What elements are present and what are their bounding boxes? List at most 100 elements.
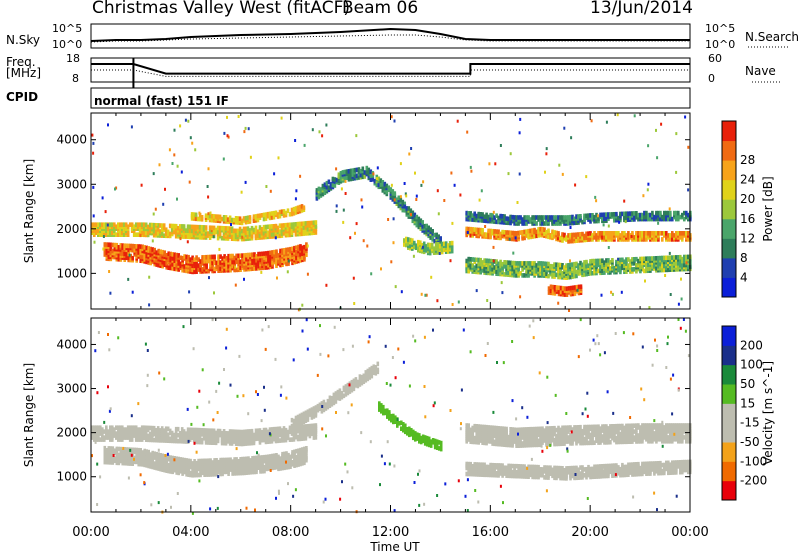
power-cell: [108, 270, 111, 273]
power-cell: [639, 256, 642, 262]
power-cell: [495, 259, 498, 264]
velocity-cell: [143, 460, 146, 466]
velocity-cell: [294, 415, 298, 421]
power-cell: [240, 190, 243, 194]
velocity-cell: [233, 457, 236, 462]
power-cell: [643, 214, 646, 220]
power-cell: [473, 215, 476, 221]
power-cell: [575, 284, 579, 290]
power-cell: [288, 226, 292, 232]
power-cell: [413, 212, 417, 218]
velocity-cell: [297, 462, 300, 467]
power-cell: [539, 215, 542, 220]
power-cell: [563, 237, 566, 241]
power-cell: [363, 170, 367, 175]
power-cell: [294, 228, 298, 233]
velocity-cell: [209, 458, 212, 463]
power-cell: [581, 219, 584, 225]
power-cell: [173, 252, 176, 257]
power-cell: [527, 273, 530, 278]
velocity-cell: [224, 431, 228, 436]
velocity-cell: [154, 437, 158, 443]
power-cell: [306, 244, 309, 248]
power-cell: [673, 233, 676, 238]
power-cell: [569, 262, 572, 268]
power-cell: [663, 214, 666, 220]
power-cell: [601, 231, 604, 236]
power-cell: [469, 165, 472, 169]
velocity-cell: [186, 433, 190, 438]
velocity-cell: [231, 467, 234, 472]
velocity-cell: [186, 427, 190, 432]
power-cell: [537, 227, 540, 232]
power-cell: [467, 260, 470, 266]
velocity-cell: [208, 432, 212, 437]
power-cell: [531, 265, 534, 270]
power-cell: [160, 223, 164, 228]
velocity-cell: [125, 447, 128, 452]
power-cell: [436, 242, 440, 247]
power-cell: [134, 232, 138, 237]
power-cell: [176, 226, 180, 231]
velocity-cell: [388, 410, 391, 415]
power-cell: [240, 218, 244, 224]
velocity-cell: [95, 425, 98, 430]
power-cell: [262, 224, 266, 230]
velocity-cell: [174, 438, 178, 444]
power-cell: [623, 211, 626, 217]
power-cell: [344, 192, 347, 195]
power-cell: [299, 244, 302, 249]
power-cell: [216, 235, 220, 241]
power-cell: [568, 309, 570, 312]
power-cell: [499, 231, 502, 237]
power-cell: [229, 253, 232, 259]
power-cell: [218, 247, 221, 251]
velocity-cell: [222, 429, 226, 434]
power-cell: [561, 238, 564, 243]
power-cell: [125, 243, 128, 249]
power-cell: [152, 172, 155, 176]
velocity-cell: [260, 435, 264, 441]
power-cell: [519, 271, 522, 276]
power-cell: [537, 261, 540, 266]
velocity-cell: [109, 431, 112, 436]
power-cell: [203, 255, 206, 260]
velocity-cell: [207, 458, 210, 463]
power-cell: [519, 215, 522, 220]
power-cell: [312, 220, 316, 225]
velocity-cell: [254, 436, 258, 442]
power-cell: [225, 266, 228, 271]
power-cell: [147, 246, 150, 251]
velocity-cell: [119, 446, 123, 452]
velocity-cell: [244, 433, 248, 438]
power-cell: [136, 232, 140, 237]
power-cell: [165, 253, 168, 258]
power-cell: [515, 215, 518, 220]
power-cell: [290, 222, 294, 227]
power-cell: [581, 231, 584, 237]
velocity-cell: [149, 452, 152, 457]
power-cell: [495, 269, 498, 274]
power-cell: [531, 215, 534, 220]
power-cell: [639, 237, 642, 242]
velocity-cell: [204, 428, 208, 433]
power-cell: [405, 194, 408, 198]
power-cell: [393, 191, 397, 196]
velocity-cell: [266, 429, 270, 435]
velocity-cell: [133, 447, 136, 453]
power-cell: [285, 247, 288, 253]
power-cell: [668, 207, 671, 211]
power-cell: [245, 252, 248, 258]
power-cell: [555, 230, 558, 236]
power-cell: [290, 211, 294, 217]
velocity-cell: [174, 426, 178, 432]
velocity-cell: [378, 401, 381, 406]
velocity-cell: [220, 430, 224, 436]
power-cell: [312, 228, 316, 233]
power-cell: [467, 256, 470, 262]
power-cell: [535, 269, 538, 274]
power-cell: [547, 290, 551, 295]
velocity-cell: [300, 424, 304, 430]
power-cell: [207, 167, 210, 171]
velocity-cell: [290, 417, 294, 423]
